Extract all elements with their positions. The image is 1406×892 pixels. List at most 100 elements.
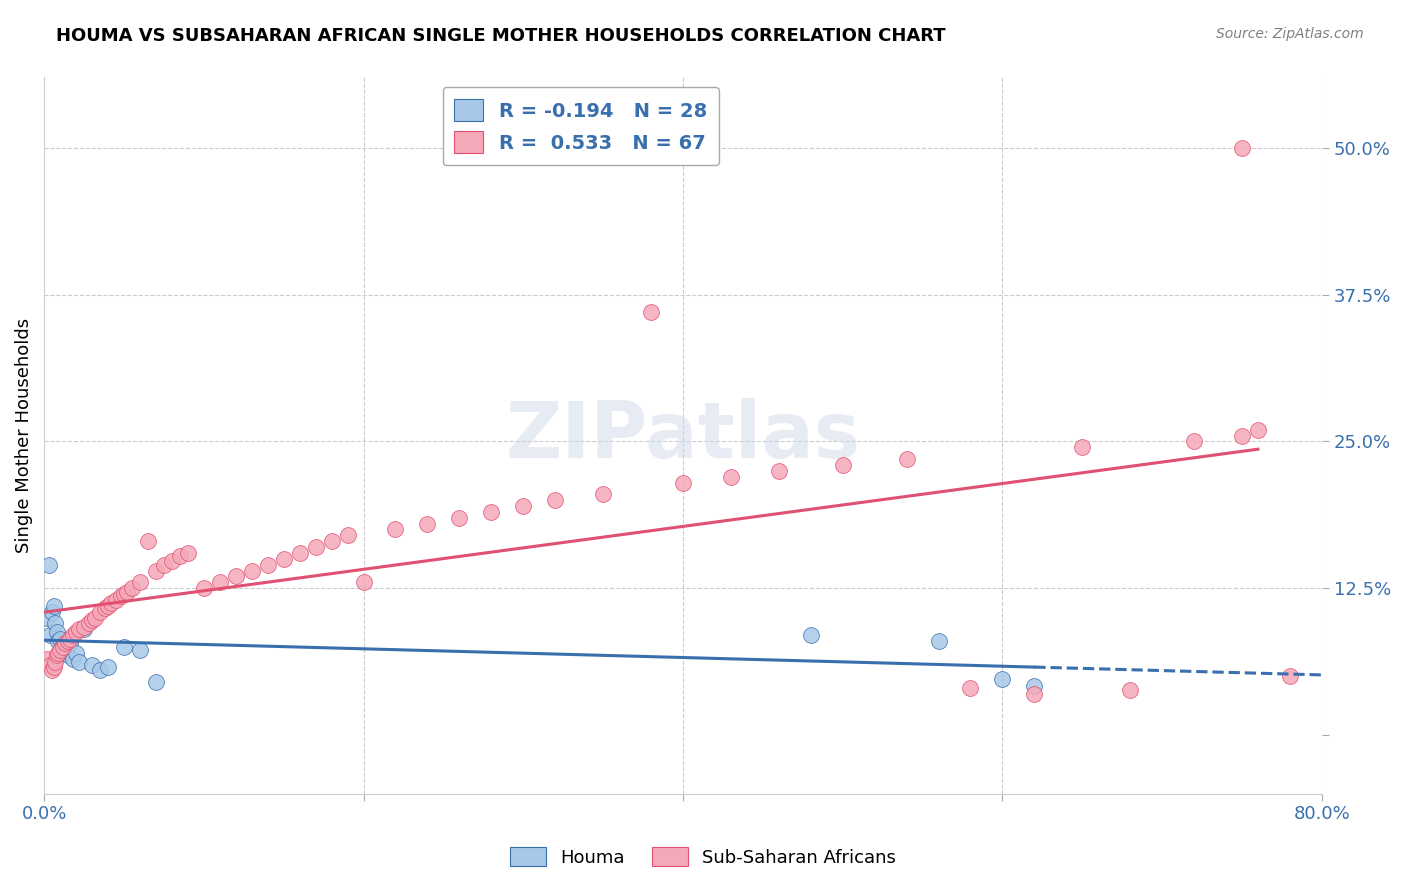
Text: Source: ZipAtlas.com: Source: ZipAtlas.com (1216, 27, 1364, 41)
Point (59, 632, 82, 646)
Point (42, 599, 65, 613)
Point (136, 534, 159, 549)
Point (41, 605, 63, 619)
Point (416, 516, 439, 531)
Point (512, 499, 534, 513)
Point (304, 540, 326, 554)
Point (115, 584, 138, 599)
Point (959, 681, 981, 695)
Point (38, 558, 60, 572)
Point (67, 622, 90, 636)
Point (44, 655, 66, 669)
Point (288, 546, 311, 560)
Point (110, 590, 132, 604)
Point (1247, 423, 1270, 437)
Point (53, 643, 76, 657)
Point (1230, 141, 1253, 155)
Point (991, 672, 1014, 686)
Point (39, 628, 62, 642)
Point (100, 597, 122, 611)
Point (51, 640, 73, 654)
Point (45, 648, 67, 662)
Point (353, 575, 375, 590)
Point (768, 464, 790, 478)
Point (1182, 434, 1205, 449)
Point (59, 636, 82, 650)
Point (384, 523, 406, 537)
Point (52, 640, 75, 654)
Point (49, 643, 72, 657)
Point (145, 564, 167, 578)
Point (831, 458, 853, 472)
Point (336, 528, 359, 542)
Point (48, 646, 70, 660)
Point (896, 452, 918, 467)
Point (42, 660, 65, 674)
Point (77, 616, 100, 631)
Point (449, 510, 471, 524)
Point (169, 549, 191, 564)
Point (1278, 669, 1301, 683)
Point (89, 605, 111, 619)
Point (97, 660, 120, 674)
Point (928, 634, 950, 648)
Point (672, 475, 695, 490)
Point (37, 610, 59, 624)
Point (592, 487, 614, 501)
Point (89, 664, 111, 678)
Point (41, 664, 63, 678)
Point (56, 634, 79, 648)
Point (800, 628, 823, 642)
Point (73, 620, 96, 634)
Point (37, 651, 59, 665)
Point (48, 634, 70, 648)
Point (80, 657, 103, 672)
Point (1230, 428, 1253, 442)
Point (193, 581, 215, 595)
Text: ZIPatlas: ZIPatlas (506, 398, 860, 474)
Point (84, 610, 107, 624)
Point (1071, 440, 1094, 454)
Point (62, 651, 84, 665)
Point (129, 643, 152, 657)
Point (73, 622, 96, 636)
Point (240, 564, 263, 578)
Point (80, 613, 103, 627)
Text: HOUMA VS SUBSAHARAN AFRICAN SINGLE MOTHER HOUSEHOLDS CORRELATION CHART: HOUMA VS SUBSAHARAN AFRICAN SINGLE MOTHE… (56, 27, 946, 45)
Point (273, 552, 295, 566)
Point (53, 636, 76, 650)
Point (67, 655, 90, 669)
Point (45, 624, 67, 639)
Point (153, 558, 176, 572)
Point (720, 469, 742, 483)
Point (62, 628, 84, 642)
Point (640, 305, 662, 319)
Point (1024, 679, 1046, 693)
Y-axis label: Single Mother Households: Single Mother Households (15, 318, 32, 553)
Point (39, 657, 62, 672)
Point (208, 575, 231, 590)
Point (44, 616, 66, 631)
Point (56, 648, 79, 662)
Point (121, 581, 143, 595)
Legend: Houma, Sub-Saharan Africans: Houma, Sub-Saharan Africans (502, 840, 904, 874)
Point (129, 575, 152, 590)
Point (94, 601, 117, 615)
Point (97, 599, 120, 613)
Point (479, 505, 502, 519)
Point (65, 646, 87, 660)
Point (1119, 683, 1142, 698)
Point (225, 569, 247, 583)
Point (112, 640, 135, 654)
Point (52, 646, 75, 660)
Legend: R = -0.194   N = 28, R =  0.533   N = 67: R = -0.194 N = 28, R = 0.533 N = 67 (443, 87, 718, 165)
Point (112, 587, 135, 601)
Point (1024, 687, 1046, 701)
Point (256, 558, 278, 572)
Point (177, 546, 200, 560)
Point (145, 675, 167, 690)
Point (321, 534, 343, 549)
Point (160, 554, 183, 568)
Point (65, 624, 87, 639)
Point (104, 593, 127, 607)
